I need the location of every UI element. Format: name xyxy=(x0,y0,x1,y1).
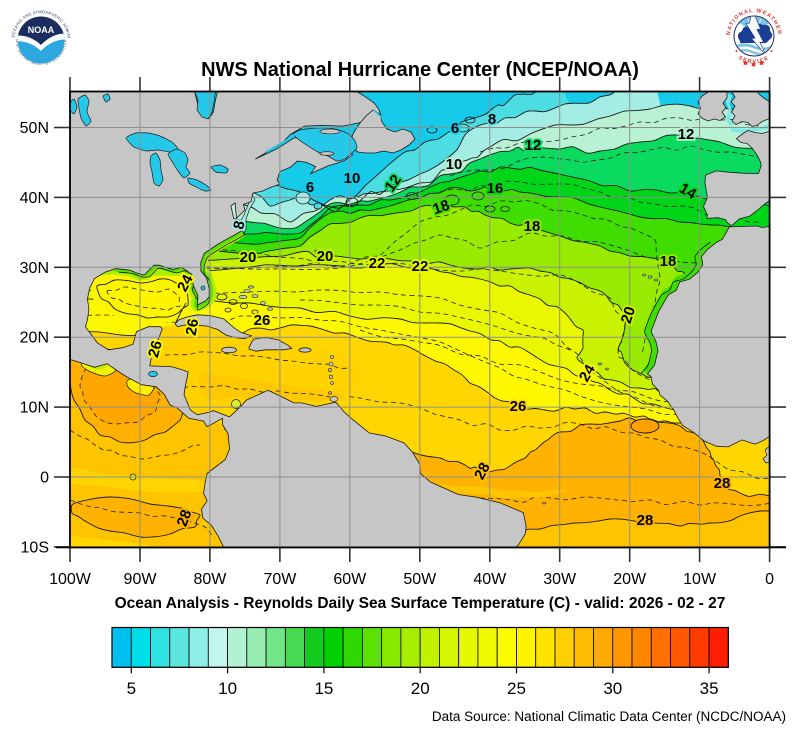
svg-text:18: 18 xyxy=(524,218,541,235)
svg-text:90W: 90W xyxy=(124,571,158,588)
svg-text:40N: 40N xyxy=(20,190,49,207)
svg-text:28: 28 xyxy=(714,475,731,492)
svg-text:70W: 70W xyxy=(263,571,297,588)
svg-text:30W: 30W xyxy=(543,571,577,588)
svg-text:20W: 20W xyxy=(613,571,647,588)
svg-text:26: 26 xyxy=(510,398,527,415)
svg-text:20: 20 xyxy=(240,249,257,266)
svg-text:26: 26 xyxy=(183,317,203,336)
svg-text:12: 12 xyxy=(525,137,542,154)
svg-text:50N: 50N xyxy=(20,120,49,137)
svg-text:15: 15 xyxy=(314,679,333,698)
svg-text:80W: 80W xyxy=(193,571,227,588)
svg-text:22: 22 xyxy=(369,255,386,272)
svg-text:6: 6 xyxy=(306,179,314,196)
svg-text:10: 10 xyxy=(446,156,463,173)
svg-text:18: 18 xyxy=(660,253,677,270)
svg-text:10S: 10S xyxy=(21,539,49,556)
svg-text:0: 0 xyxy=(765,571,774,588)
svg-text:SERVICE: SERVICE xyxy=(737,55,770,65)
svg-text:16: 16 xyxy=(487,180,504,197)
svg-text:50W: 50W xyxy=(403,571,437,588)
svg-text:26: 26 xyxy=(254,312,271,329)
svg-text:20: 20 xyxy=(411,679,430,698)
svg-text:8: 8 xyxy=(488,111,496,128)
svg-text:28: 28 xyxy=(637,512,654,529)
svg-text:12: 12 xyxy=(678,126,695,143)
svg-text:20: 20 xyxy=(317,248,334,265)
svg-text:10W: 10W xyxy=(683,571,717,588)
svg-text:60W: 60W xyxy=(333,571,367,588)
svg-text:6: 6 xyxy=(451,120,459,137)
svg-text:25: 25 xyxy=(507,679,526,698)
svg-text:10N: 10N xyxy=(20,400,49,417)
svg-text:10: 10 xyxy=(344,170,361,187)
svg-text:40W: 40W xyxy=(473,571,507,588)
svg-text:5: 5 xyxy=(127,679,136,698)
svg-text:30: 30 xyxy=(603,679,622,698)
svg-text:NWS National Hurricane Center: NWS National Hurricane Center (NCEP/NOAA… xyxy=(201,59,639,81)
svg-text:35: 35 xyxy=(700,679,719,698)
svg-text:100W: 100W xyxy=(49,571,92,588)
svg-text:NOAA: NOAA xyxy=(28,25,55,35)
svg-text:Ocean Analysis - Reynolds Dail: Ocean Analysis - Reynolds Daily Sea Surf… xyxy=(115,595,726,612)
svg-text:Data Source: National Climatic: Data Source: National Climatic Data Cent… xyxy=(432,709,786,724)
svg-text:0: 0 xyxy=(40,470,49,487)
svg-text:20N: 20N xyxy=(20,330,49,347)
svg-text:10: 10 xyxy=(218,679,237,698)
svg-text:30N: 30N xyxy=(20,260,49,277)
svg-text:22: 22 xyxy=(412,258,429,275)
